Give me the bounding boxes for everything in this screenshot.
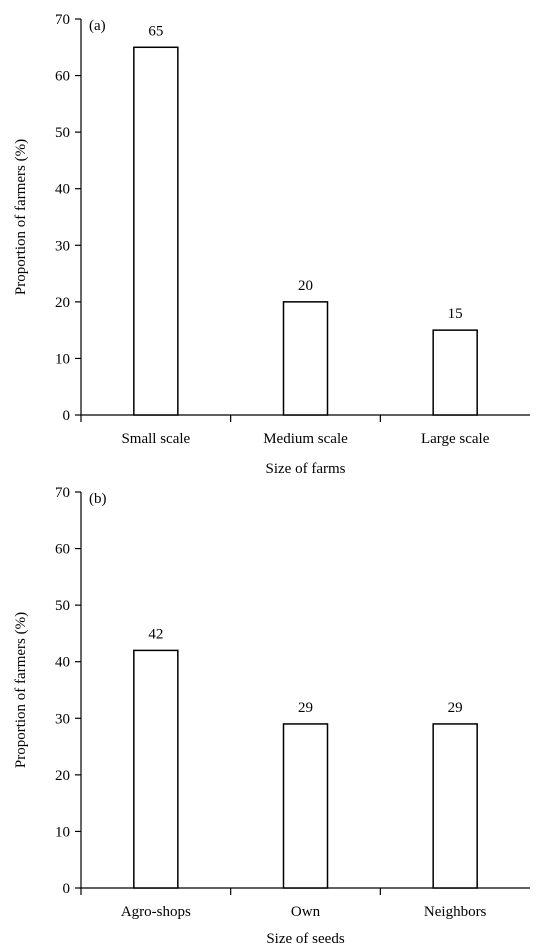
panel-a: 0 10 20 30 40 50 60 70 65 Small scale 20 Medium sca…: [13, 12, 530, 477]
y-tick-label: 10: [55, 824, 70, 840]
y-tick-label: 20: [55, 295, 70, 311]
y-tick-label: 70: [55, 485, 70, 501]
y-tick-label: 50: [55, 125, 70, 141]
category-label: Agro-shops: [121, 904, 191, 920]
category-label: Neighbors: [424, 904, 487, 920]
data-label: 29: [298, 700, 313, 716]
y-tick-label: 70: [55, 12, 70, 28]
bar-own: [282, 723, 329, 889]
y-axis-title: Proportion of farmers (%): [13, 139, 29, 295]
bar-neighbors: [432, 723, 478, 889]
bar-large-scale: [432, 329, 478, 416]
data-label: 15: [448, 306, 463, 322]
category-label: Large scale: [421, 431, 490, 447]
category-label: Small scale: [121, 431, 190, 447]
y-tick-label: 40: [55, 655, 70, 671]
bar-agro-shops: [133, 649, 179, 889]
panel-label: (b): [89, 491, 107, 507]
panel-b: 0 10 20 30 40 50 60 70 42 Agro-shops 29 Own 29 Neighb…: [13, 485, 530, 947]
y-tick-label: 0: [63, 408, 71, 424]
bar-medium-scale: [282, 301, 329, 416]
category-label: Own: [291, 904, 321, 920]
y-axis-title: Proportion of farmers (%): [13, 612, 29, 768]
y-tick-label: 60: [55, 542, 70, 558]
y-tick-label: 20: [55, 768, 70, 784]
y-tick-label: 60: [55, 69, 70, 85]
panel-label: (a): [89, 18, 106, 34]
bar-small-scale: [133, 46, 179, 416]
category-label: Medium scale: [263, 431, 348, 447]
y-tick-label: 30: [55, 711, 70, 727]
y-tick-label: 30: [55, 238, 70, 254]
data-label: 42: [148, 626, 163, 642]
x-axis-title: Size of seeds: [266, 931, 344, 947]
x-axis-title: Size of farms: [266, 461, 346, 477]
data-label: 29: [448, 700, 463, 716]
y-tick-label: 50: [55, 598, 70, 614]
y-tick-label: 10: [55, 351, 70, 367]
data-label: 20: [298, 278, 313, 294]
y-tick-label: 0: [63, 881, 71, 897]
y-tick-label: 40: [55, 182, 70, 198]
data-label: 65: [148, 23, 163, 39]
